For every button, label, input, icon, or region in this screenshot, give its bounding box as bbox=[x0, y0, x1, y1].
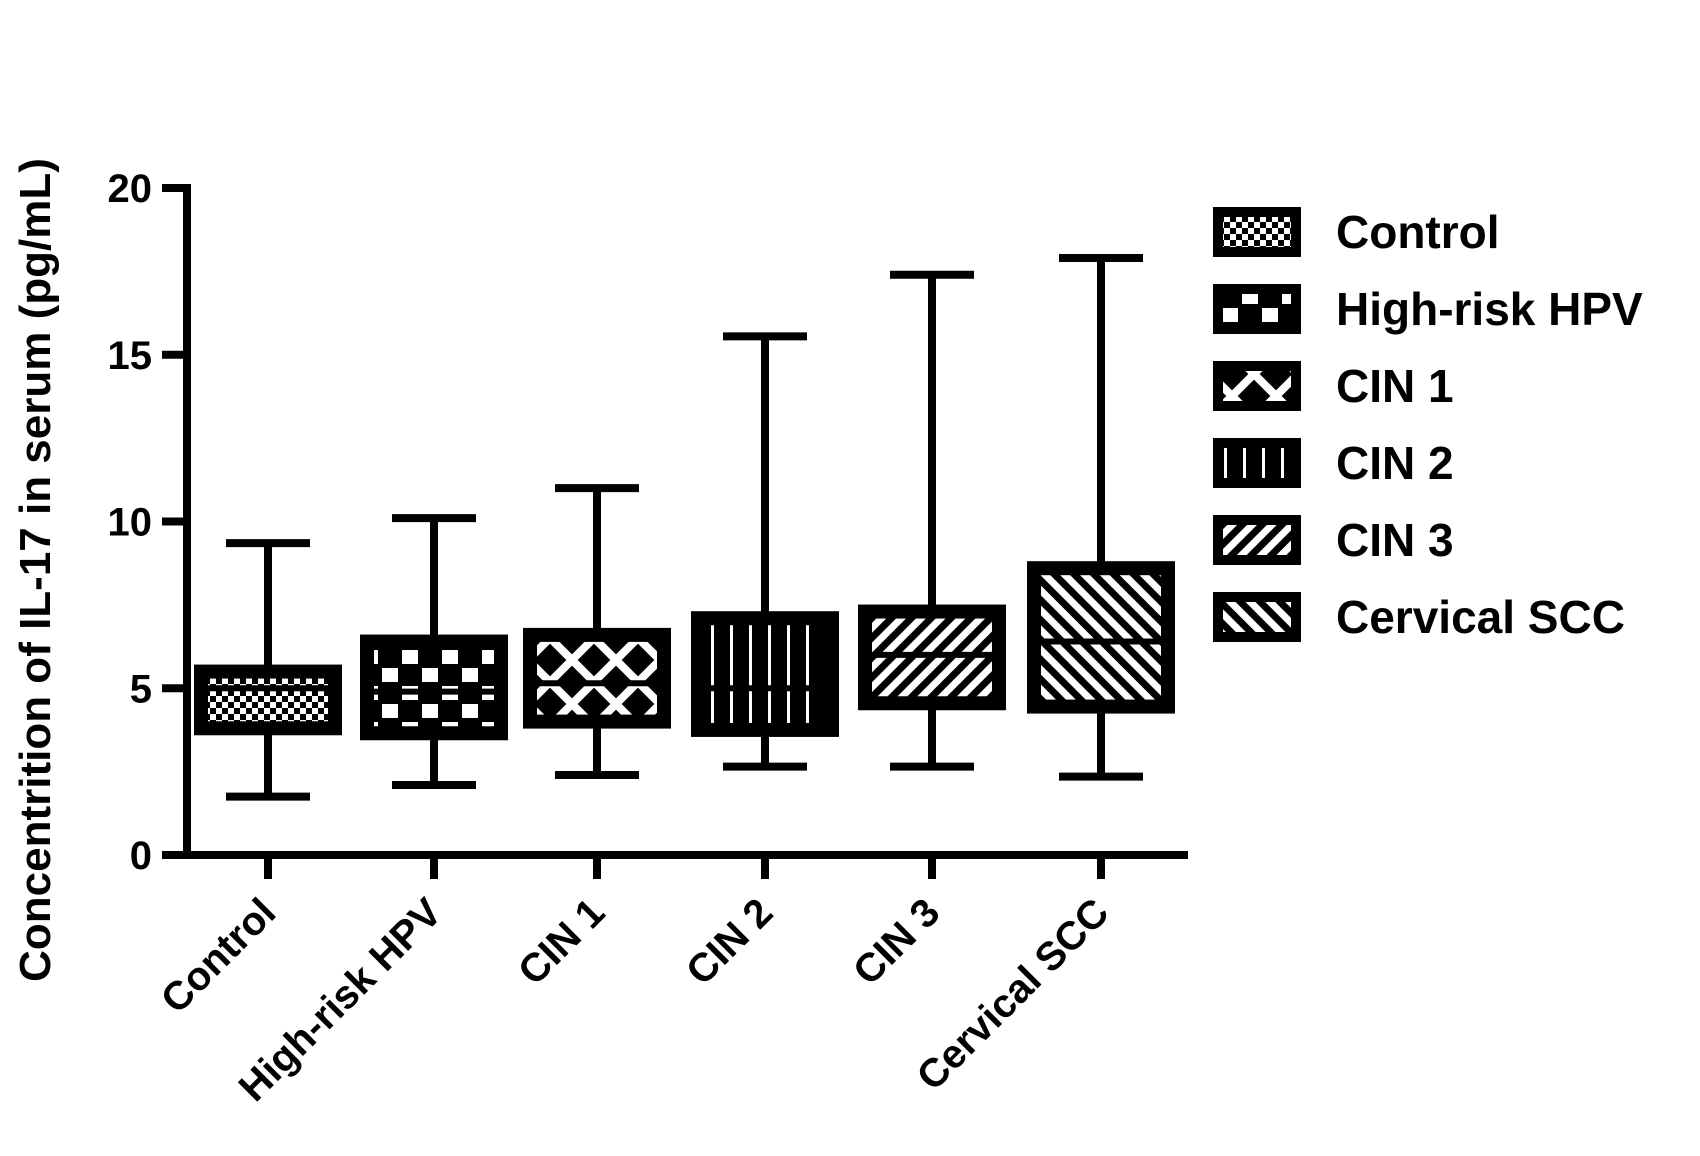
legend-label: CIN 1 bbox=[1336, 360, 1454, 412]
legend-label: CIN 3 bbox=[1336, 514, 1454, 566]
legend-swatch bbox=[1213, 438, 1301, 488]
box-group bbox=[194, 254, 1175, 801]
legend-item: High-risk HPV bbox=[1213, 283, 1643, 335]
box-iqr bbox=[523, 627, 671, 729]
y-tick-label: 15 bbox=[108, 334, 153, 378]
y-tick-label: 5 bbox=[130, 667, 152, 711]
box-diagonal-down bbox=[1027, 254, 1175, 781]
box-iqr bbox=[360, 634, 508, 741]
y-tick-label: 20 bbox=[108, 167, 153, 211]
legend-swatch bbox=[1213, 207, 1301, 257]
legend-swatch bbox=[1213, 515, 1301, 565]
legend-label: CIN 2 bbox=[1336, 437, 1454, 489]
box-diagonal-up bbox=[858, 270, 1006, 771]
y-tick-label: 10 bbox=[108, 501, 153, 545]
box-iqr bbox=[691, 611, 839, 737]
legend: Control High-risk HPV CIN 1 CIN 2 CIN 3 Cervi… bbox=[1213, 206, 1643, 643]
x-category-label: Control bbox=[153, 890, 285, 1022]
x-category-label: CIN 2 bbox=[678, 890, 781, 993]
legend-item: Cervical SCC bbox=[1213, 591, 1625, 643]
box-vertical-lines bbox=[691, 332, 839, 771]
box-iqr bbox=[1027, 561, 1175, 714]
legend-label: Cervical SCC bbox=[1336, 591, 1625, 643]
x-category-label: CIN 1 bbox=[510, 890, 613, 993]
legend-item: Control bbox=[1213, 206, 1500, 258]
legend-label: Control bbox=[1336, 206, 1500, 258]
legend-item: CIN 3 bbox=[1213, 514, 1454, 566]
legend-swatch bbox=[1213, 284, 1301, 334]
box-checker-fine bbox=[194, 539, 342, 801]
legend-swatch bbox=[1213, 361, 1301, 411]
box-iqr bbox=[194, 664, 342, 736]
box-diamonds bbox=[523, 484, 671, 779]
legend-item: CIN 2 bbox=[1213, 437, 1454, 489]
legend-item: CIN 1 bbox=[1213, 360, 1454, 412]
box-checker-large bbox=[360, 514, 508, 789]
legend-label: High-risk HPV bbox=[1336, 283, 1643, 335]
legend-swatch bbox=[1213, 592, 1301, 642]
y-axis-label: Concentrition of IL-17 in serum (pg/mL) bbox=[11, 158, 60, 982]
y-tick-label: 0 bbox=[130, 834, 152, 878]
x-category-label: CIN 3 bbox=[845, 890, 948, 993]
